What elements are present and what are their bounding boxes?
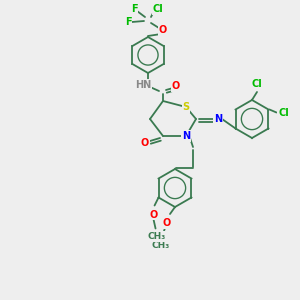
Text: Cl: Cl — [153, 4, 164, 14]
Text: O: O — [163, 218, 171, 228]
Text: CH₃: CH₃ — [147, 232, 166, 241]
Text: N: N — [182, 131, 190, 141]
Text: Cl: Cl — [278, 109, 289, 118]
Text: O: O — [172, 81, 180, 91]
Text: HN: HN — [135, 80, 151, 90]
Text: O: O — [159, 25, 167, 35]
Text: S: S — [182, 102, 190, 112]
Text: F: F — [125, 17, 131, 27]
Text: Cl: Cl — [252, 79, 262, 89]
Text: O: O — [149, 209, 158, 220]
Text: O: O — [141, 138, 149, 148]
Text: F: F — [131, 4, 137, 14]
Text: CH₃: CH₃ — [152, 241, 170, 250]
Text: N: N — [214, 114, 222, 124]
